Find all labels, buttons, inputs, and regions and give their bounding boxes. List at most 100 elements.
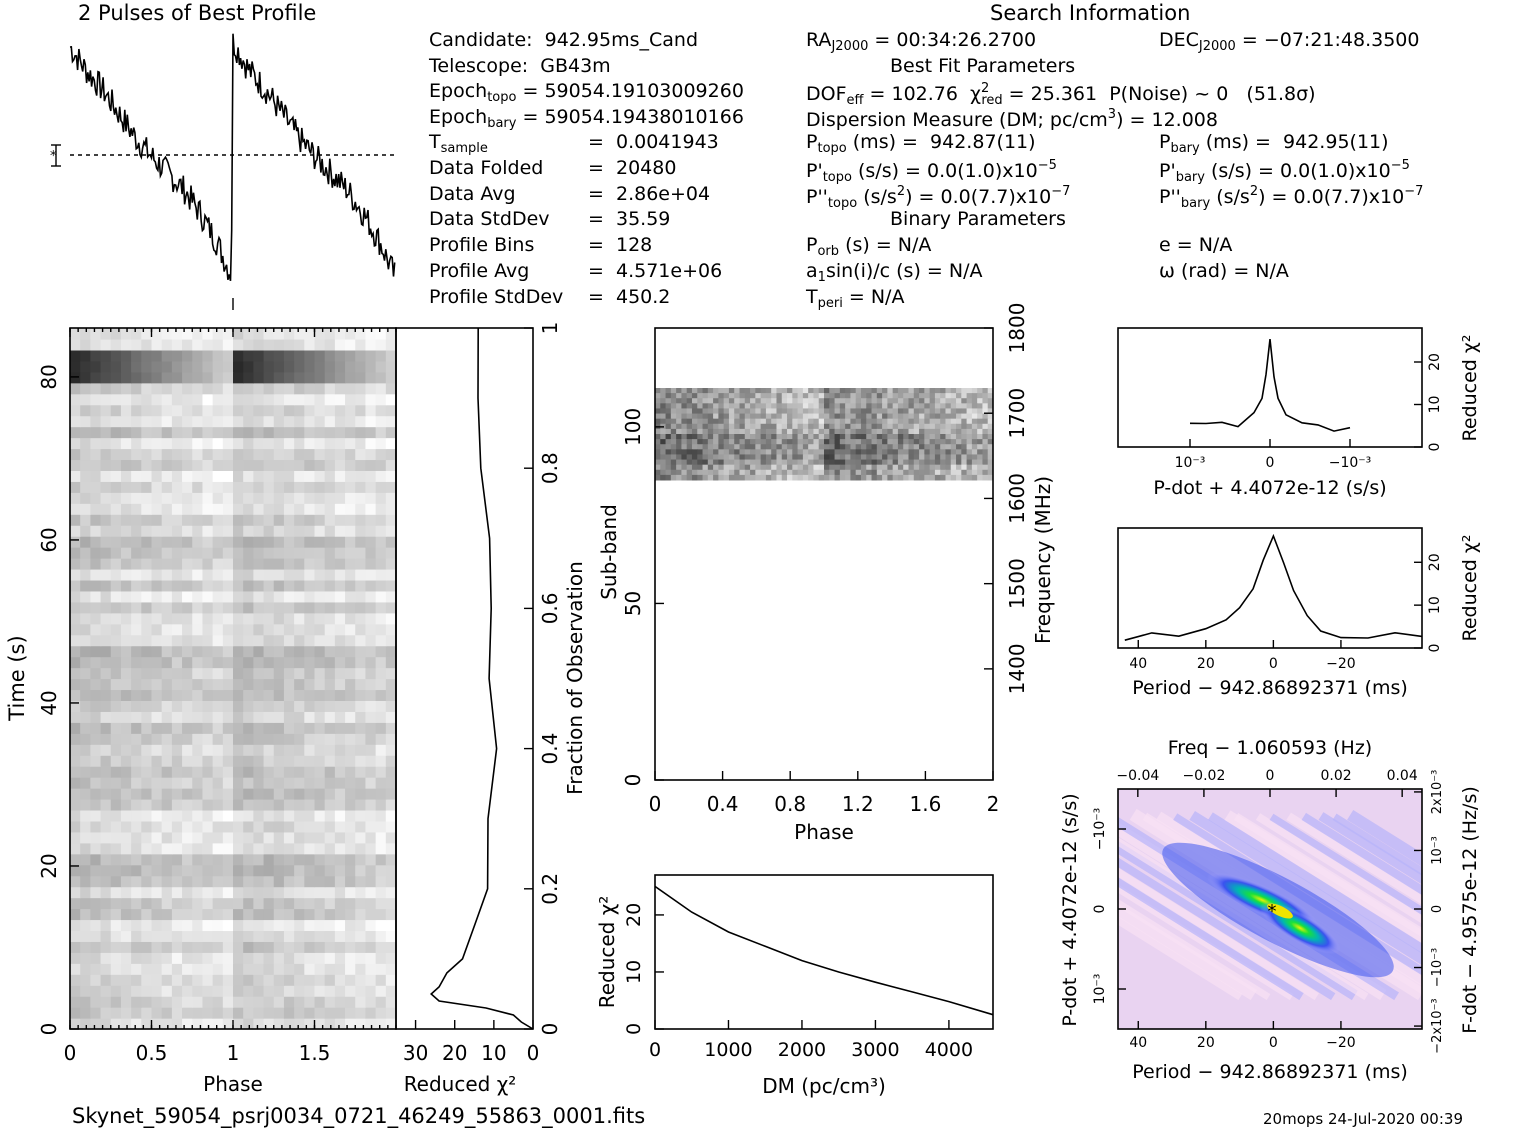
time-phase-cell: [141, 448, 153, 461]
time-phase-cell: [161, 426, 173, 439]
subband-cell: [987, 408, 994, 415]
rc-ytick-label: 1: [538, 322, 562, 335]
time-phase-cell: [161, 667, 173, 680]
time-phase-cell: [192, 470, 204, 482]
time-phase-cell: [80, 809, 91, 822]
time-phase-cell: [161, 536, 173, 548]
time-phase-cell: [80, 788, 91, 800]
time-phase-cell: [100, 733, 112, 745]
time-phase-cell: [161, 996, 173, 1008]
subband-cell: [665, 418, 672, 425]
time-phase-cell: [294, 996, 305, 1008]
time-phase-cell: [192, 360, 204, 373]
time-phase-cell: [161, 338, 173, 351]
time-phase-cell: [131, 853, 142, 866]
time-phase-cell: [202, 568, 214, 581]
subband-cell: [686, 388, 693, 394]
time-phase-cell: [243, 558, 254, 570]
subband-cell: [866, 423, 873, 430]
time-phase-cell: [222, 875, 234, 888]
time-phase-cell: [182, 875, 193, 888]
time-phase-cell: [345, 558, 356, 570]
pp-stripe: [1255, 813, 1422, 1001]
subband-cell: [897, 474, 904, 481]
subband-cell: [871, 408, 878, 415]
subband-cell: [665, 403, 672, 409]
subband-cell: [808, 388, 814, 394]
time-phase-cell: [141, 930, 153, 942]
time-phase-cell: [141, 996, 153, 1008]
time-phase-cell: [253, 853, 265, 866]
time-phase-cell: [365, 612, 377, 625]
pr-ytick-label: 20: [1427, 553, 1443, 571]
time-phase-cell: [233, 996, 244, 1008]
time-phase-cell: [314, 798, 326, 811]
time-phase-cell: [375, 809, 387, 822]
time-phase-cell: [202, 338, 214, 351]
time-phase-cell: [100, 996, 112, 1008]
subband-cell: [839, 434, 846, 440]
pp-stripe: [1118, 813, 1271, 1001]
time-phase-cell: [263, 382, 275, 395]
time-phase-cell: [294, 645, 305, 658]
time-phase-cell: [222, 678, 234, 691]
time-phase-cell: [314, 919, 326, 932]
time-phase-cell: [233, 853, 244, 866]
subband-cell: [760, 474, 767, 481]
subband-cell: [866, 408, 873, 415]
subband-cell: [755, 398, 762, 404]
time-phase-cell: [161, 875, 173, 888]
time-phase-cell: [161, 415, 173, 428]
time-phase-cell: [151, 481, 163, 493]
subband-cell: [655, 398, 661, 404]
time-phase-cell: [100, 371, 112, 384]
time-phase-cell: [324, 579, 336, 592]
subband-cell: [755, 434, 762, 440]
time-phase-cell: [355, 755, 367, 767]
rc-xlabel: Reduced χ²: [404, 1072, 517, 1096]
sb-xtick-label: 0.4: [707, 792, 739, 816]
time-phase-cell: [273, 974, 285, 986]
profile-bins-eq: = 128: [588, 234, 653, 256]
subband-cell: [887, 439, 894, 445]
subband-cell: [739, 439, 746, 445]
time-phase-cell: [253, 437, 265, 450]
time-phase-cell: [171, 952, 183, 964]
subband-cell: [787, 434, 793, 440]
time-phase-cell: [324, 590, 336, 603]
time-phase-cell: [80, 919, 91, 932]
subband-cell: [713, 403, 719, 409]
time-phase-cell: [212, 886, 224, 899]
time-phase-cell: [171, 393, 183, 406]
subband-cell: [697, 393, 704, 399]
time-phase-cell: [263, 656, 275, 669]
subband-cell: [966, 434, 973, 440]
subband-cell: [924, 413, 931, 420]
time-phase-cell: [385, 612, 397, 625]
subband-cell: [734, 449, 740, 455]
time-phase-cell: [334, 930, 346, 942]
time-phase-cell: [131, 875, 142, 888]
time-phase-cell: [212, 470, 224, 482]
subband-cell: [929, 474, 936, 481]
subband-cell: [887, 474, 894, 481]
pddtopo-label: P''topo (s/s2) = 0.0(7.7)x10−7: [806, 184, 1071, 211]
subband-cell: [723, 444, 730, 450]
subband-cell: [913, 439, 920, 445]
time-phase-cell: [334, 820, 346, 833]
time-phase-cell: [304, 733, 316, 745]
time-phase-cell: [294, 777, 305, 789]
subband-cell: [787, 439, 793, 445]
time-phase-cell: [314, 459, 326, 471]
pp-y2tick-label: −2x10⁻³: [1430, 998, 1445, 1053]
time-phase-cell: [80, 974, 91, 986]
time-phase-cell: [324, 864, 336, 877]
time-phase-cell: [100, 711, 112, 723]
axis-labels: Phase Time (s) Reduced χ² Fraction of Ob…: [5, 335, 1481, 1098]
time-phase-cell: [243, 908, 254, 921]
subband-cell: [860, 413, 867, 420]
subband-cell: [776, 444, 783, 450]
subband-cell: [792, 398, 799, 404]
time-phase-cell: [192, 985, 204, 997]
time-phase-cell: [345, 678, 356, 691]
